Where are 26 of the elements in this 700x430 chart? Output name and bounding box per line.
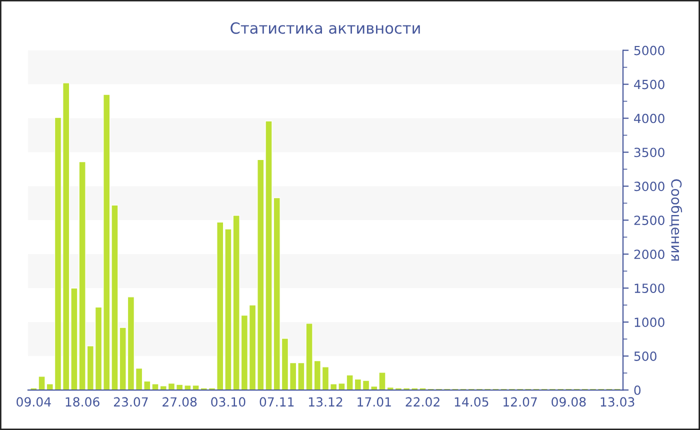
y-tick-label: 2500 — [634, 216, 664, 226]
chart-title: Статистика активности — [230, 22, 420, 34]
x-tick-label: 13.03 — [600, 397, 634, 407]
x-tick-label: 13.12 — [308, 397, 342, 407]
y-tick-label: 2000 — [634, 250, 664, 260]
x-tick-label: 07.11 — [260, 397, 294, 407]
x-tick-label: 18.06 — [66, 397, 100, 407]
y-tick-label: 0 — [634, 385, 641, 395]
x-tick-label: 03.10 — [211, 397, 246, 407]
x-tick-label: 17.01 — [358, 397, 391, 407]
y-tick-label: 4000 — [634, 114, 664, 124]
y-tick-label: 1000 — [634, 318, 664, 327]
x-tick-label: 09.08 — [552, 397, 586, 407]
x-tick-label: 14.05 — [454, 397, 488, 407]
x-tick-label: 12.07 — [504, 397, 537, 407]
y-tick-label: 500 — [634, 352, 656, 361]
y-tick-label: 3500 — [634, 148, 664, 158]
x-tick-label: 23.07 — [114, 397, 148, 407]
x-tick-label: 22.02 — [406, 397, 440, 407]
y-tick-label: 4500 — [634, 80, 664, 90]
y-tick-label: 1500 — [634, 284, 664, 294]
y-tick-label: 3000 — [634, 182, 664, 192]
x-tick-label: 09.04 — [16, 397, 51, 407]
x-tick-label: 27.08 — [162, 397, 197, 407]
y-tick-label: 5000 — [634, 46, 664, 56]
y-axis-title: Сообщения — [669, 179, 682, 261]
